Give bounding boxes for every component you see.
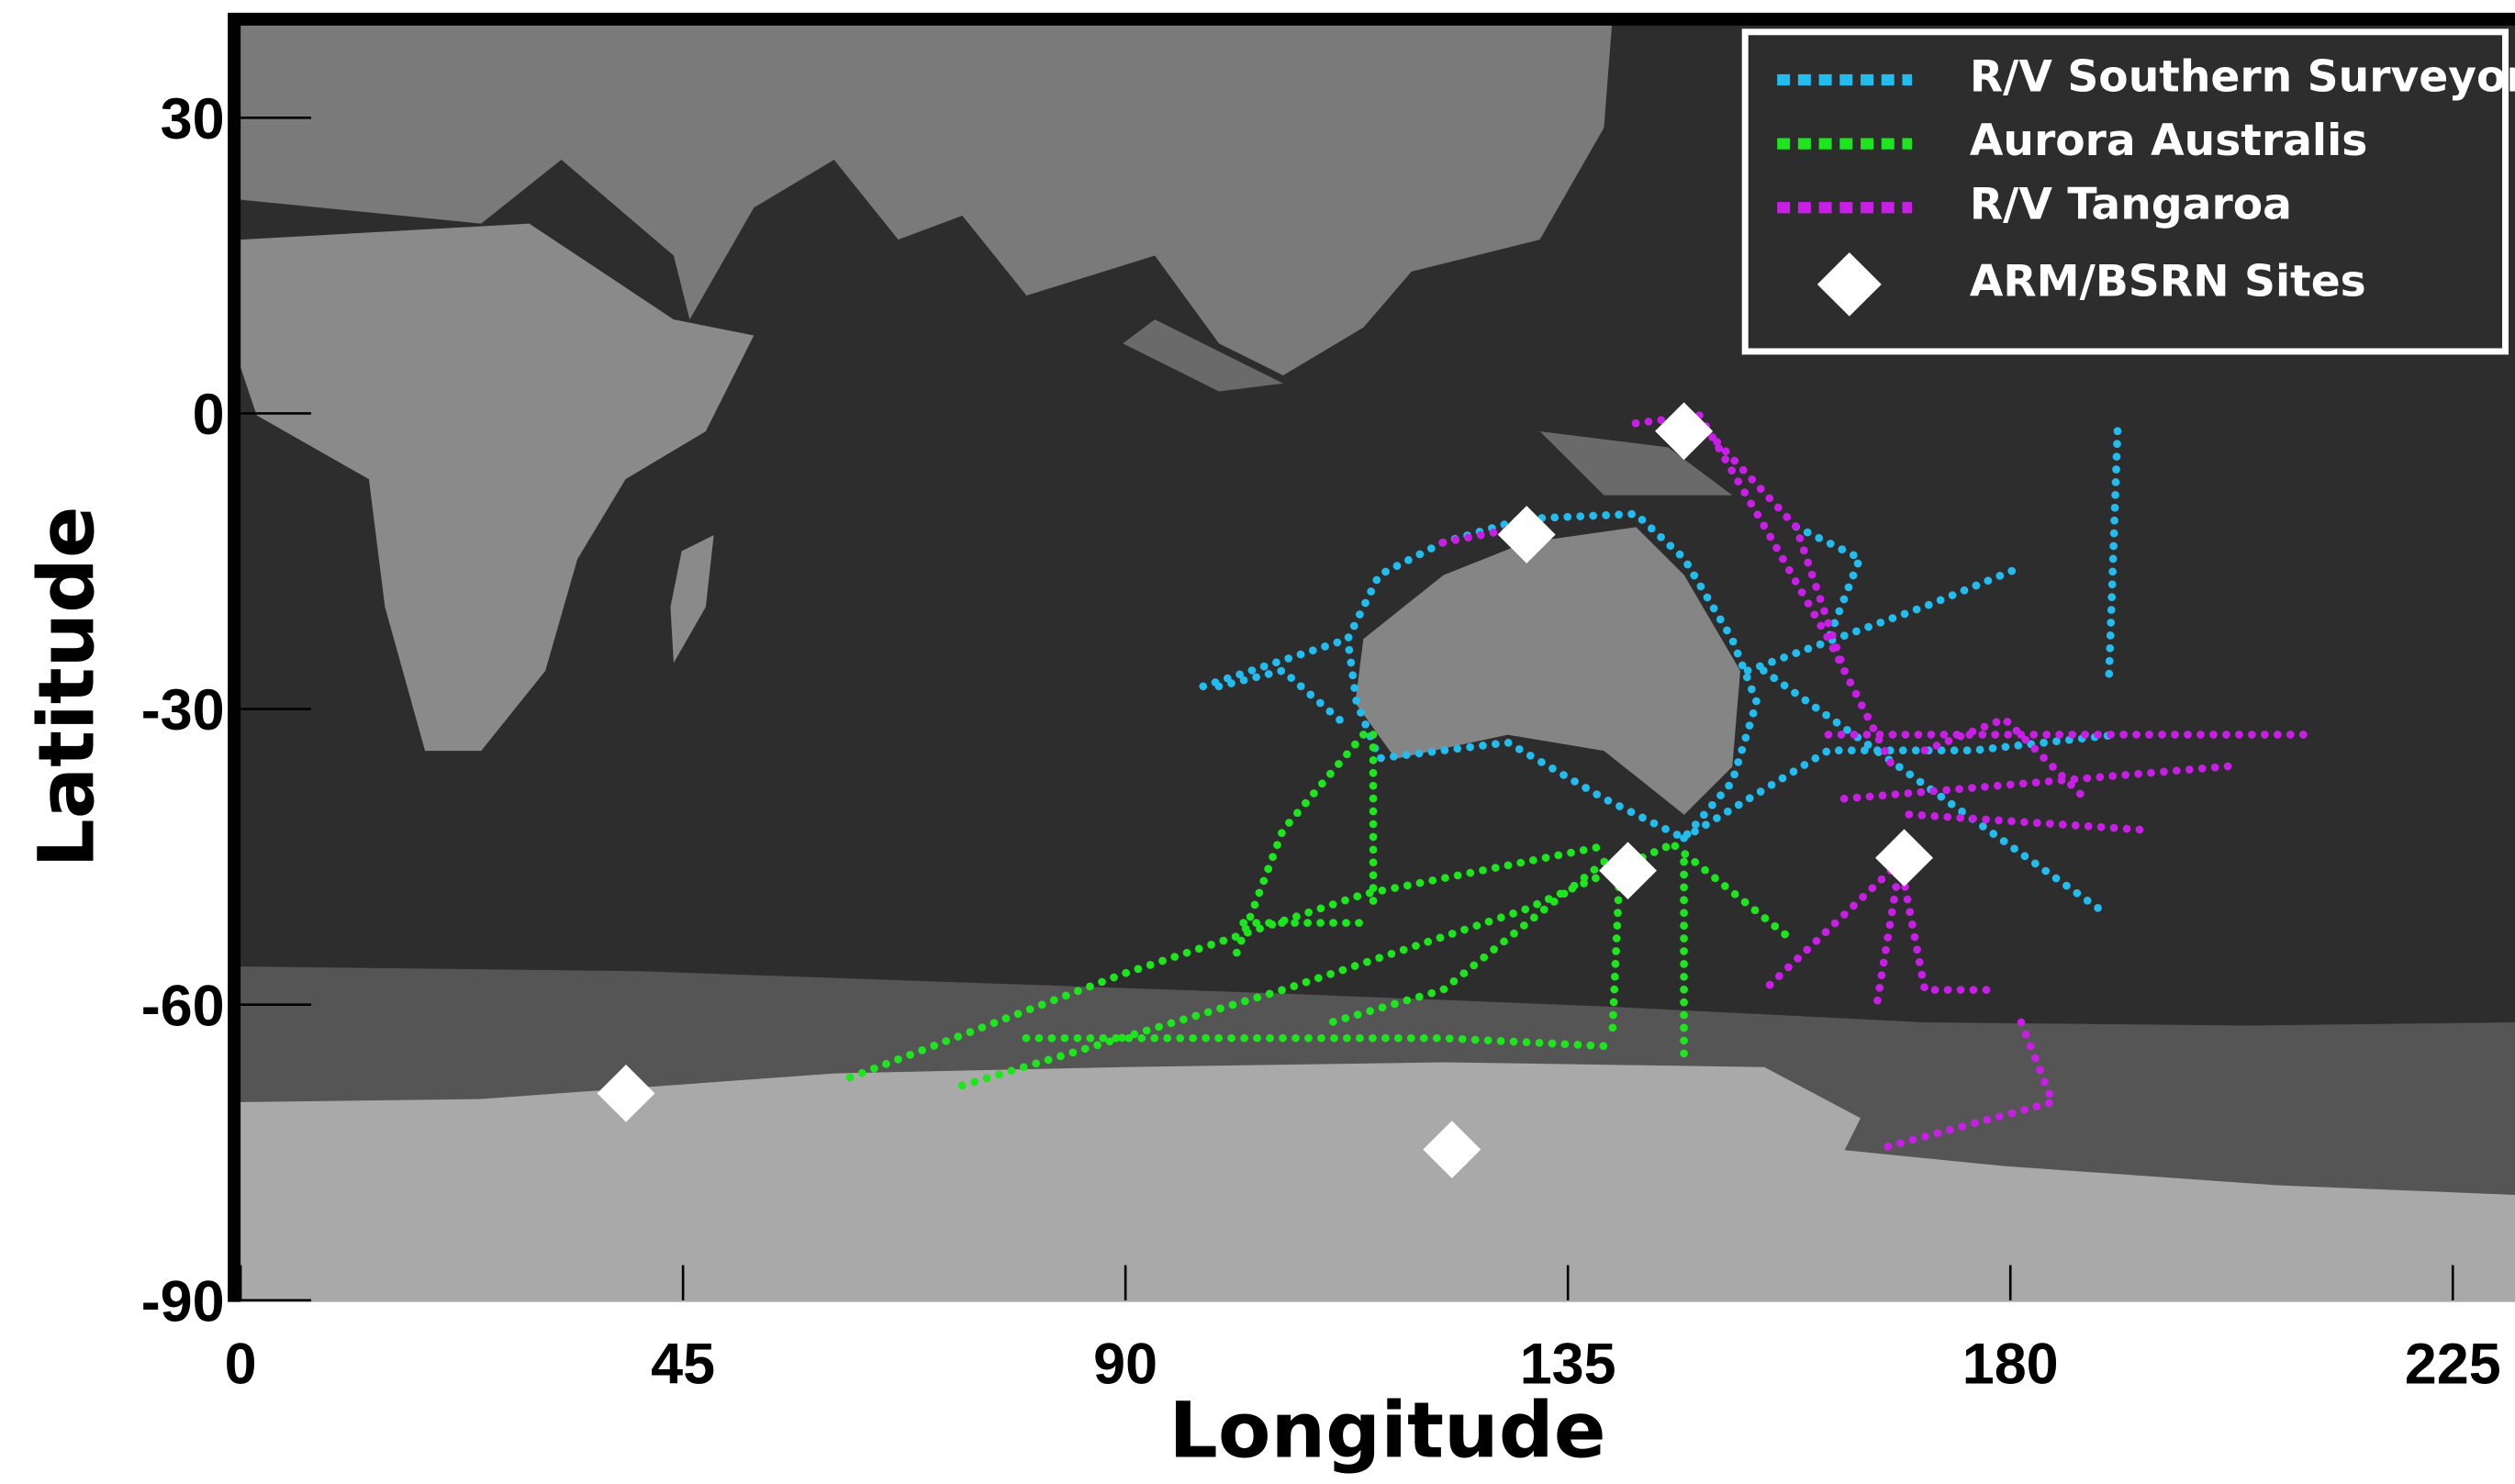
y-tick-label: 30 <box>161 87 225 151</box>
x-tick-label: 0 <box>225 1332 257 1396</box>
legend-label: R/V Tangaroa <box>1970 180 2292 230</box>
legend-label: ARM/BSRN Sites <box>1970 256 2366 307</box>
legend-label: R/V Southern Surveyor <box>1970 52 2515 103</box>
x-tick-label: 45 <box>651 1332 715 1396</box>
x-tick-label: 225 <box>2405 1332 2501 1396</box>
chart: 04590135180225-90-60-30030 R/V Southern … <box>0 0 2515 1484</box>
y-axis-label: Latitude <box>21 506 111 867</box>
y-tick-label: 0 <box>193 383 225 447</box>
x-tick-label: 180 <box>1962 1332 2059 1396</box>
x-axis-label: Longitude <box>1168 1386 1605 1476</box>
legend-label: Aurora Australis <box>1970 116 2368 166</box>
y-tick-label: -30 <box>141 678 225 742</box>
y-tick-label: -90 <box>141 1270 225 1334</box>
x-tick-label: 90 <box>1093 1332 1157 1396</box>
y-tick-label: -60 <box>141 974 225 1038</box>
